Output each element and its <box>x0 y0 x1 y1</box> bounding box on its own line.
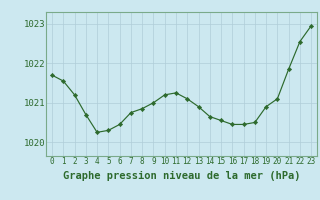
X-axis label: Graphe pression niveau de la mer (hPa): Graphe pression niveau de la mer (hPa) <box>63 171 300 181</box>
